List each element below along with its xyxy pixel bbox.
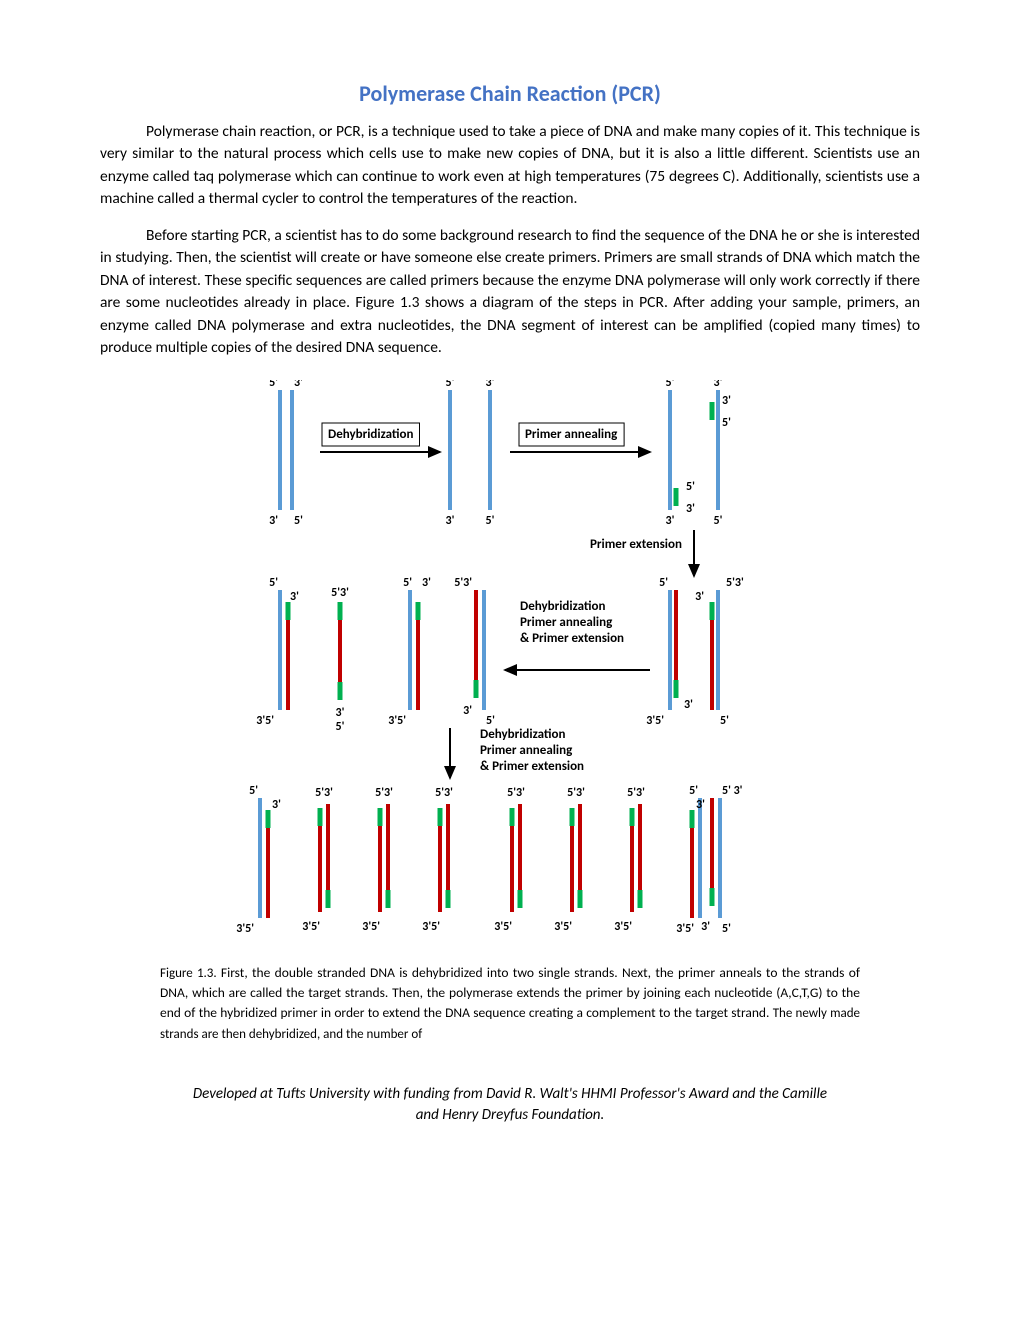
svg-text:3'5': 3'5' (362, 920, 380, 934)
footer-line-1: Developed at Tufts University with fundi… (193, 1085, 827, 1103)
paragraph-2-text: Before starting PCR, a scientist has to … (100, 226, 920, 357)
svg-text:3'5': 3'5' (646, 714, 664, 728)
svg-text:3': 3' (446, 514, 455, 528)
svg-text:Dehybridization: Dehybridization (328, 427, 413, 442)
svg-text:3': 3' (701, 920, 710, 934)
svg-text:5': 5' (269, 380, 278, 390)
svg-text:5': 5' (720, 714, 729, 728)
caption-body: First, the double stranded DNA is dehybr… (160, 964, 860, 1022)
svg-text:3': 3' (294, 380, 303, 390)
svg-text:3'5': 3'5' (422, 920, 440, 934)
svg-text:5'3': 5'3' (331, 586, 349, 600)
svg-text:3': 3' (486, 380, 495, 390)
svg-text:5': 5' (269, 576, 278, 590)
paragraph-2: Before starting PCR, a scientist has to … (100, 225, 920, 360)
svg-text:5'3': 5'3' (507, 786, 525, 800)
svg-text:Primer annealing: Primer annealing (480, 743, 573, 758)
svg-text:3': 3' (714, 380, 723, 390)
svg-text:5': 5' (403, 576, 412, 590)
svg-text:& Primer extension: & Primer extension (520, 631, 624, 646)
svg-text:5': 5' (294, 514, 303, 528)
svg-text:5': 5' (249, 784, 258, 798)
svg-text:3': 3' (666, 514, 675, 528)
svg-text:Dehybridization: Dehybridization (480, 727, 565, 742)
svg-text:3': 3' (695, 590, 704, 604)
svg-text:3'5': 3'5' (302, 920, 320, 934)
svg-text:3'5': 3'5' (614, 920, 632, 934)
svg-text:3'5': 3'5' (554, 920, 572, 934)
svg-text:3': 3' (422, 576, 431, 590)
footer-attribution: Developed at Tufts University with fundi… (100, 1084, 920, 1126)
svg-text:3': 3' (269, 514, 278, 528)
svg-text:3'5': 3'5' (388, 714, 406, 728)
caption-lead: Figure 1.3. (160, 966, 221, 981)
svg-text:& Primer extension: & Primer extension (480, 759, 584, 774)
paragraph-1-text: Polymerase chain reaction, or PCR, is a … (100, 122, 920, 208)
svg-text:5': 5' (336, 720, 345, 734)
svg-text:3': 3' (290, 590, 299, 604)
svg-text:5': 5' (722, 922, 731, 936)
svg-text:3': 3' (722, 394, 731, 408)
svg-text:5'3': 5'3' (567, 786, 585, 800)
svg-text:5'3': 5'3' (315, 786, 333, 800)
svg-text:5'3': 5'3' (726, 576, 744, 590)
svg-text:5'3': 5'3' (435, 786, 453, 800)
svg-text:5': 5' (446, 380, 455, 390)
svg-text:5': 5' (659, 576, 668, 590)
svg-text:5': 5' (714, 514, 723, 528)
svg-text:5' 3': 5' 3' (722, 784, 743, 798)
figure-caption: Figure 1.3. First, the double stranded D… (160, 963, 860, 1045)
page-title: Polymerase Chain Reaction (PCR) (100, 80, 920, 107)
svg-text:3': 3' (272, 798, 281, 812)
svg-text:Primer extension: Primer extension (590, 537, 682, 552)
svg-text:3'5': 3'5' (676, 922, 694, 936)
svg-text:3': 3' (686, 502, 695, 516)
svg-text:5': 5' (666, 380, 675, 390)
svg-text:5'3': 5'3' (627, 786, 645, 800)
svg-text:3': 3' (696, 798, 705, 812)
svg-text:5': 5' (722, 416, 731, 430)
svg-text:3': 3' (463, 704, 472, 718)
svg-text:Dehybridization: Dehybridization (520, 599, 605, 614)
svg-text:3': 3' (336, 706, 345, 720)
svg-text:5': 5' (486, 514, 495, 528)
svg-text:3'5': 3'5' (236, 922, 254, 936)
paragraph-1: Polymerase chain reaction, or PCR, is a … (100, 121, 920, 211)
svg-text:5'3': 5'3' (375, 786, 393, 800)
figure-pcr-diagram: 5'3'3'5'5'3'3'5'5'3'3'5'3'5'5'3'Dehybrid… (210, 380, 810, 945)
svg-text:3'5': 3'5' (494, 920, 512, 934)
svg-text:5'3': 5'3' (454, 576, 472, 590)
svg-text:5': 5' (486, 714, 495, 728)
svg-text:Primer annealing: Primer annealing (525, 427, 618, 442)
svg-text:5': 5' (686, 480, 695, 494)
svg-text:3': 3' (684, 698, 693, 712)
svg-text:3'5': 3'5' (256, 714, 274, 728)
footer-line-2: and Henry Dreyfus Foundation. (416, 1106, 605, 1124)
svg-text:5': 5' (689, 784, 698, 798)
svg-text:Primer annealing: Primer annealing (520, 615, 613, 630)
